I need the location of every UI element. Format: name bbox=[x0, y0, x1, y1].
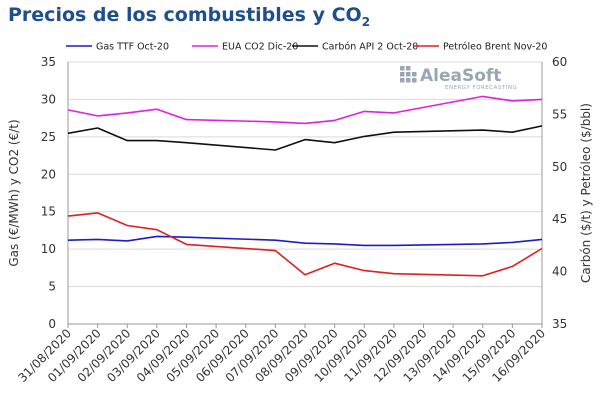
logo-square bbox=[406, 78, 411, 83]
legend-label: Carbón API 2 Oct-20 bbox=[322, 42, 418, 53]
legend-item[interactable]: Gas TTF Oct-20 bbox=[66, 42, 169, 53]
series-layer bbox=[67, 95, 543, 277]
y-right-tick-label: 40 bbox=[552, 265, 567, 279]
logo-square bbox=[400, 66, 405, 71]
y-left-tick-label: 35 bbox=[41, 55, 56, 69]
logo-square bbox=[406, 72, 411, 77]
chart-title-subscript: 2 bbox=[361, 14, 371, 29]
y-right-tick-label: 55 bbox=[552, 107, 567, 121]
legend[interactable]: Gas TTF Oct-20 EUA CO2 Dic-20 Carbón API 2… bbox=[66, 42, 547, 53]
y-left-tick-label: 25 bbox=[41, 130, 56, 144]
chart-title: Precios de los combustibles y CO2 bbox=[8, 4, 370, 29]
series-line-eua-co2-dic-20 bbox=[67, 95, 543, 125]
legend-item[interactable]: EUA CO2 Dic-20 bbox=[192, 42, 298, 53]
series-line-petr-leo-brent-nov-20 bbox=[67, 212, 543, 277]
axes: 0510152025303535404550556031/08/202001/0… bbox=[7, 55, 593, 385]
series-line-carb-n-api-2-oct-20 bbox=[67, 125, 543, 151]
legend-label: EUA CO2 Dic-20 bbox=[222, 42, 298, 53]
logo-brand: AleaSoft bbox=[420, 66, 501, 86]
y-left-axis-title: Gas (€/MWh) y CO2 (€/t) bbox=[7, 119, 21, 266]
y-right-tick-label: 35 bbox=[552, 317, 567, 331]
legend-item[interactable]: Petróleo Brent Nov-20 bbox=[413, 42, 547, 53]
series-line-gas-ttf-oct-20 bbox=[67, 235, 543, 247]
y-left-tick-label: 0 bbox=[48, 317, 56, 331]
y-right-tick-label: 50 bbox=[552, 160, 567, 174]
y-left-tick-label: 20 bbox=[41, 167, 56, 181]
y-left-tick-label: 30 bbox=[41, 92, 56, 106]
grid-lines bbox=[68, 61, 542, 325]
y-right-tick-label: 45 bbox=[552, 212, 567, 226]
logo-tagline: ENERGY FORECASTING bbox=[445, 85, 517, 91]
logo-square bbox=[406, 66, 411, 71]
y-left-tick-label: 10 bbox=[41, 242, 56, 256]
legend-item[interactable]: Carbón API 2 Oct-20 bbox=[292, 42, 418, 53]
y-left-tick-label: 15 bbox=[41, 205, 56, 219]
logo-square bbox=[400, 72, 405, 77]
logo-square bbox=[412, 78, 417, 83]
chart-title-text: Precios de los combustibles y CO bbox=[8, 4, 362, 26]
y-left-tick-label: 5 bbox=[48, 280, 56, 294]
y-right-axis-title: Carbón ($/t) y Petróleo ($/bbl) bbox=[579, 103, 593, 283]
logo-square bbox=[412, 72, 417, 77]
legend-label: Gas TTF Oct-20 bbox=[96, 42, 169, 53]
logo-square bbox=[400, 78, 405, 83]
legend-label: Petróleo Brent Nov-20 bbox=[443, 42, 547, 53]
y-right-tick-label: 60 bbox=[552, 55, 567, 69]
